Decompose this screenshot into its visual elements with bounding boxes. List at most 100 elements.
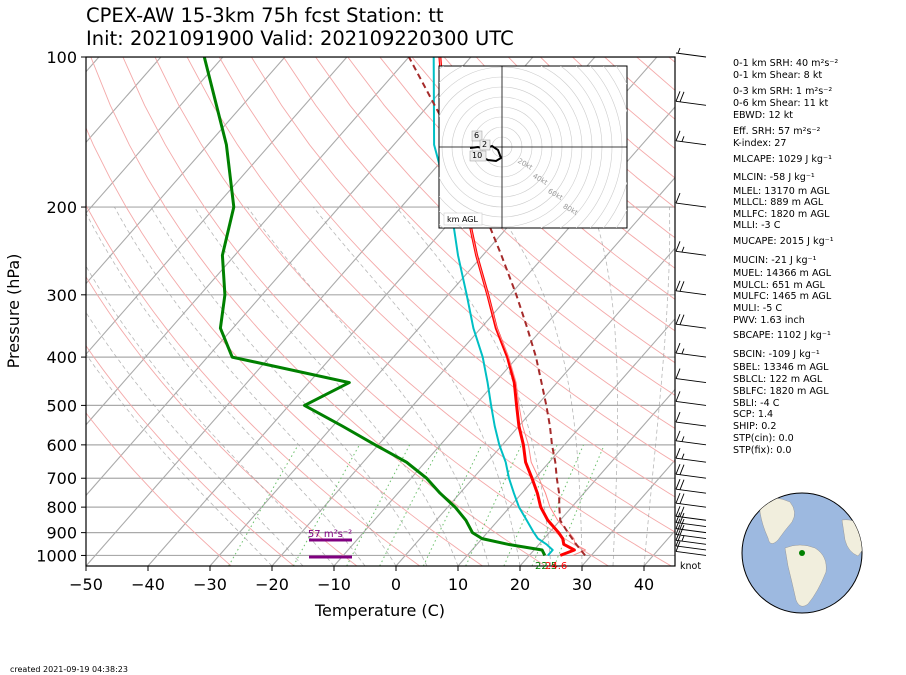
dry-adiabat	[186, 57, 675, 533]
north-america	[759, 497, 795, 544]
dry-adiabat	[86, 204, 421, 566]
wind-barb	[675, 530, 707, 545]
barb-flag	[675, 430, 681, 442]
mixing-ratio-line	[228, 444, 299, 566]
barb-flag	[675, 241, 681, 252]
wind-barb	[675, 314, 707, 329]
wind-barb	[675, 130, 707, 146]
x-tick-label: −50	[69, 575, 103, 594]
barb-staff	[675, 250, 707, 256]
dry-adiabat	[218, 57, 675, 498]
barb-flag	[675, 518, 681, 529]
index-line: MLCAPE: 1029 J kg⁻¹	[733, 154, 832, 165]
isotherm-line	[86, 57, 410, 426]
y-tick-label: 100	[46, 48, 77, 67]
index-line: 0-6 km Shear: 11 kt	[733, 98, 829, 109]
mixing-ratio-line	[292, 444, 360, 566]
index-line: 0-3 km SRH: 1 m²s⁻²	[733, 86, 833, 97]
barb-flag	[675, 192, 681, 204]
moist-adiabat	[312, 206, 521, 566]
dry-adiabat	[411, 57, 675, 300]
moist-adiabat	[246, 206, 490, 566]
barb-staff	[675, 522, 707, 527]
barb-unit-label: knot	[680, 561, 701, 572]
mixing-ratio-line	[346, 444, 411, 566]
x-tick-label: −10	[317, 575, 351, 594]
series-dewpoint	[202, 57, 547, 557]
barb-staff	[675, 352, 707, 358]
barb-flag	[675, 530, 681, 541]
series-wet-bulb-temperature	[432, 57, 554, 557]
barb-staff	[675, 528, 707, 534]
moist-adiabat	[494, 206, 583, 566]
wind-barb	[675, 492, 707, 508]
index-line: K-index: 27	[733, 138, 787, 149]
isotherm-line	[271, 106, 675, 566]
index-line: SBCAPE: 1102 J kg⁻¹	[733, 330, 831, 341]
hodograph-height-box	[471, 130, 483, 142]
wind-barb	[675, 512, 707, 527]
barb-flag	[675, 512, 681, 523]
barb-flag	[679, 512, 685, 524]
barb-staff	[675, 473, 707, 479]
wind-barb	[675, 280, 707, 296]
hodograph-axis-label-box	[443, 212, 483, 226]
dry-adiabat	[86, 345, 295, 566]
barb-staff	[675, 202, 707, 208]
barb-flag	[679, 281, 685, 292]
index-line: MULFC: 1465 m AGL	[733, 291, 832, 302]
hodograph-height-box	[469, 150, 487, 162]
barb-half-flag	[681, 453, 685, 459]
wind-barb	[675, 506, 707, 521]
index-line: MUEL: 14366 m AGL	[733, 268, 832, 279]
index-line: Eff. SRH: 57 m²s⁻²	[733, 126, 821, 137]
barb-flag	[679, 506, 685, 517]
x-tick-label: −40	[131, 575, 165, 594]
index-line: MUCIN: -21 J kg⁻¹	[733, 255, 817, 266]
moist-adiabat	[114, 206, 397, 566]
barb-staff	[675, 290, 707, 296]
dry-adiabat	[90, 57, 546, 566]
isotherm-line	[395, 247, 675, 566]
index-line: SBCIN: -109 J kg⁻¹	[733, 349, 820, 360]
axes-layer: −50 −40 −30 −20 −10 0 10 20 30 40 100 200 300 400 500 6…	[4, 48, 654, 620]
barb-flag	[679, 479, 685, 490]
index-line: SHIP: 0.2	[733, 421, 777, 432]
series-virtual-temperature	[439, 57, 586, 556]
hodograph-height-box	[479, 139, 491, 151]
globe-inset	[741, 492, 863, 614]
barb-staff	[675, 140, 707, 146]
index-line: MLLFC: 1820 m AGL	[733, 209, 830, 220]
moist-adiabat	[395, 206, 552, 566]
y-tick-label: 400	[46, 348, 77, 367]
wind-barb	[675, 430, 707, 446]
index-line: SBLFC: 1820 m AGL	[733, 386, 829, 397]
moist-adiabat	[643, 206, 671, 566]
barb-flag	[675, 368, 681, 379]
barb-flag	[675, 478, 681, 490]
index-line: MUCAPE: 2015 J kg⁻¹	[733, 236, 834, 247]
barb-flag	[679, 464, 685, 475]
barb-flag	[675, 492, 681, 504]
barb-staff	[675, 502, 707, 508]
barb-staff	[675, 378, 707, 384]
isotherm-line	[86, 57, 286, 285]
y-tick-label: 800	[46, 498, 77, 517]
barb-flag	[679, 91, 685, 102]
wind-barb	[675, 91, 707, 106]
barb-flag	[675, 506, 681, 517]
moist-adiabat	[150, 206, 428, 566]
index-line: SBLCL: 122 m AGL	[733, 374, 823, 385]
barb-flag	[679, 524, 685, 536]
y-tick-label: 300	[46, 286, 77, 305]
wind-barb	[675, 47, 707, 58]
barb-staff	[675, 52, 707, 58]
y-tick-label: 1000	[36, 546, 77, 565]
barb-flag	[675, 411, 681, 423]
barb-staff	[675, 400, 707, 406]
moist-adiabat	[86, 311, 304, 566]
index-line: EBWD: 12 kt	[733, 110, 794, 121]
plot-frame	[85, 56, 676, 567]
index-line: MLEL: 13170 m AGL	[733, 186, 830, 197]
